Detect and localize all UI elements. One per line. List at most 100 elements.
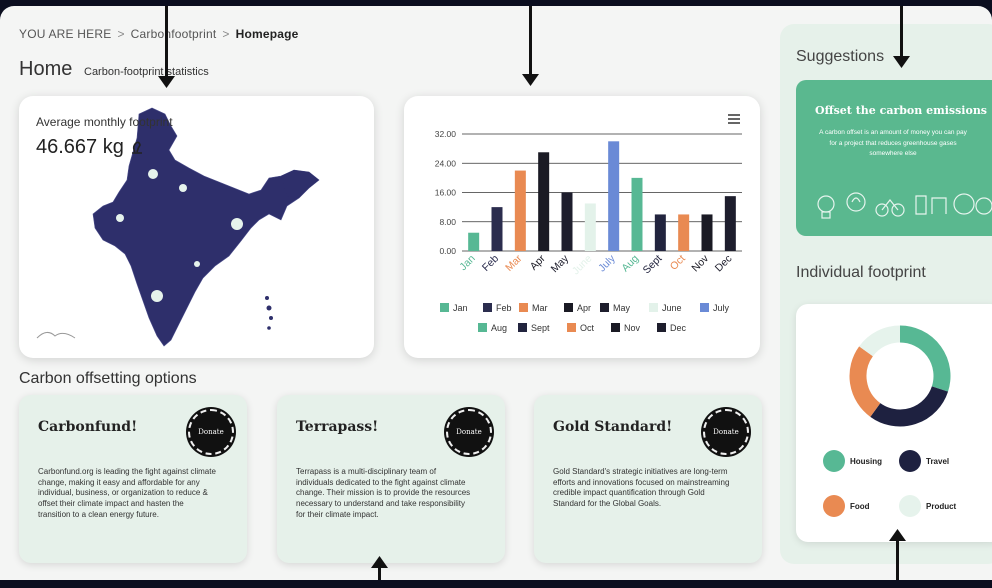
individual-footprint-donut [849,325,951,427]
bar-apr [538,152,550,251]
annotation-arrow [900,6,903,58]
offset-card-title: Carbonfund! [38,419,138,435]
breadcrumb-item-homepage: Homepage [235,27,299,41]
footprint-map-card: Average monthly footprint 46.667 kg [19,96,374,358]
annotation-arrow-head [893,56,910,68]
legend-label: Apr [577,303,591,313]
legend-dot-food [823,495,845,517]
legend-swatch [567,323,576,332]
breadcrumb-separator: > [117,27,125,41]
suggestion-card-description: A carbon offset is an amount of money yo… [819,129,967,157]
legend-swatch [518,323,527,332]
annotation-arrow [896,539,899,580]
legend-swatch [478,323,487,332]
legend-label: June [662,303,682,313]
x-tick-label: June [570,253,595,278]
donate-button[interactable]: Donate [188,409,234,455]
india-map[interactable] [19,96,374,358]
breadcrumb-separator: > [222,27,230,41]
india-map-shape [92,107,320,347]
footprint-icon [131,141,142,154]
chart-menu-icon[interactable] [728,114,740,124]
offset-card-gold-standard: Gold Standard! Donate Gold Standard's st… [534,395,762,563]
annotation-arrow-head [158,76,175,88]
legend-label: Nov [624,323,641,333]
legend-label: Feb [496,303,512,313]
individual-footprint-card: Housing Travel Food Product [796,304,992,542]
x-tick-label: Feb [480,253,501,274]
legend-label-food: Food [850,502,870,511]
donut-slice-product [859,325,901,357]
legend-swatch [519,303,528,312]
bar-oct [678,214,690,251]
donut-slice-food [849,346,881,417]
legend-label-travel: Travel [926,457,950,466]
map-markers [116,169,243,302]
x-tick-label: May [549,252,572,275]
legend-dot-housing [823,450,845,472]
x-tick-label: Mar [503,252,525,274]
suggestion-card[interactable]: Offset the carbon emissions A carbon off… [796,80,992,236]
average-footprint-label: Average monthly footprint [36,115,173,129]
offset-card-description: Terrapass is a multi-disciplinary team o… [296,467,471,519]
average-footprint-number: 46.667 kg [36,136,124,158]
legend-dot-product [899,495,921,517]
annotation-arrow-head [522,74,539,86]
legend-label: Aug [491,323,507,333]
annotation-arrow [529,6,532,76]
northeast-region [281,170,319,198]
legend-swatch [700,303,709,312]
y-tick-label: 8.00 [439,217,456,227]
legend-swatch [611,323,620,332]
bar-sept [654,214,666,251]
x-tick-label: Dec [713,253,735,275]
legend-label: July [713,303,730,313]
side-panel: Suggestions Offset the carbon emissions … [780,24,992,564]
offset-card-terrapass: Terrapass! Donate Terrapass is a multi-d… [277,395,505,563]
legend-label: Sept [531,323,550,333]
legend-label: Oct [580,323,595,333]
page-title: Home [19,58,73,80]
annotation-arrow [378,566,381,580]
offsetting-section-title: Carbon offsetting options [19,370,197,387]
suggestion-card-title: Offset the carbon emissions [815,104,988,117]
offset-card-title: Terrapass! [296,419,379,435]
annotation-arrow-head [889,529,906,541]
bar-feb [491,207,503,251]
y-tick-label: 0.00 [439,246,456,256]
bar-dec [724,196,736,251]
legend-swatch [649,303,658,312]
island-dots [265,296,273,330]
x-tick-label: Sept [641,253,665,277]
legend-label: Jan [453,303,468,313]
bar-july [608,141,620,251]
bar-nov [701,214,713,251]
legend-label: Mar [532,303,548,313]
x-tick-label: Jan [457,253,478,274]
dashboard-page: YOU ARE HERE > Carbonfootprint > Homepage Ho… [0,6,992,580]
annotation-arrow [165,6,168,78]
donut-slice-travel [870,385,949,427]
x-tick-label: Nov [689,252,711,274]
legend-dot-travel [899,450,921,472]
legend-swatch [483,303,492,312]
breadcrumb-item-carbonfootprint[interactable]: Carbonfootprint [130,27,217,41]
x-tick-label: July [596,252,618,274]
legend-label-product: Product [926,502,957,511]
offset-card-description: Carbonfund.org is leading the fight agai… [38,467,216,519]
donate-button[interactable]: Donate [446,409,492,455]
legend-label-housing: Housing [850,457,882,466]
bar-jan [468,232,480,251]
offset-card-carbonfund: Carbonfund! Donate Carbonfund.org is lea… [19,395,247,563]
offset-card-title: Gold Standard! [553,419,673,435]
y-tick-label: 16.00 [435,188,457,198]
x-tick-label: Aug [619,253,641,275]
legend-label: May [613,303,631,313]
x-tick-label: Oct [668,253,688,273]
legend-swatch [564,303,573,312]
y-tick-label: 24.00 [435,158,457,168]
donate-button[interactable]: Donate [703,409,749,455]
bar-june [584,203,596,251]
bar-mar [514,170,526,251]
